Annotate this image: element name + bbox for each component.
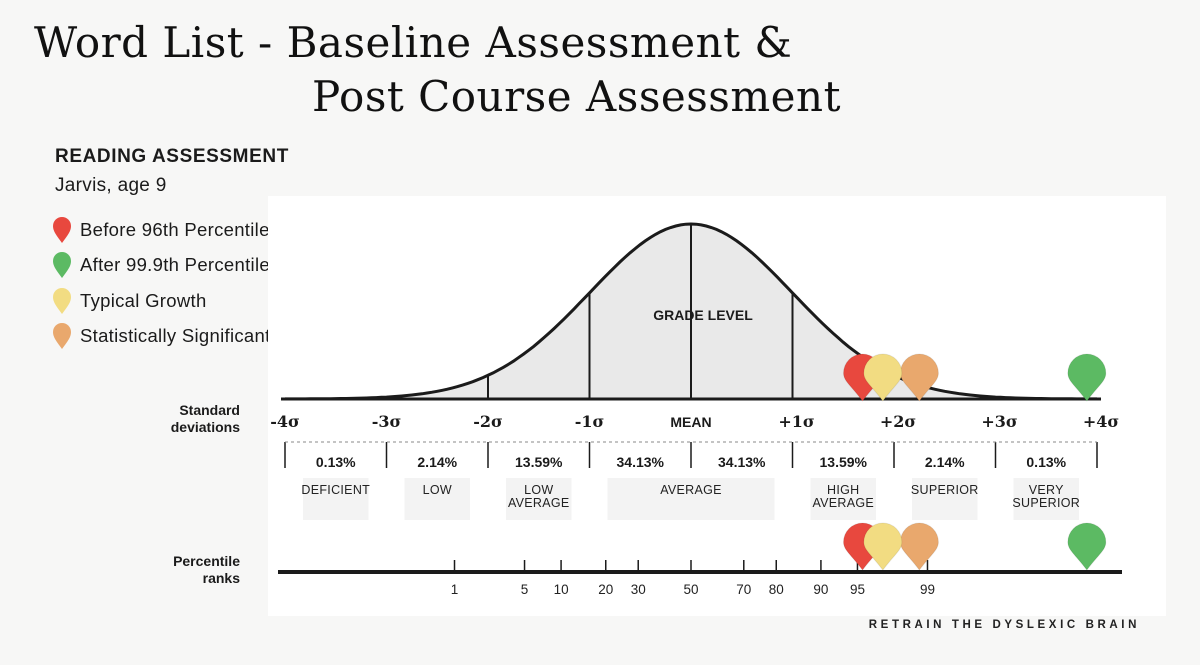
map-pin-icon bbox=[53, 252, 71, 279]
sd-tick-label: -1σ bbox=[575, 412, 605, 431]
map-pin-icon bbox=[53, 216, 71, 243]
category-label: HIGH bbox=[827, 483, 859, 497]
category-box bbox=[912, 478, 978, 520]
title-line-1: Word List - Baseline Assessment & bbox=[34, 18, 793, 67]
brand-footer: RETRAIN THE DYSLEXIC BRAIN bbox=[868, 619, 1140, 631]
legend-item-typical: Typical Growth bbox=[52, 283, 337, 319]
category-box bbox=[506, 478, 572, 520]
sd-tick-label: +2σ bbox=[880, 412, 916, 431]
category-label: AVERAGE bbox=[660, 483, 722, 497]
sd-tick-label: MEAN bbox=[670, 414, 711, 430]
segment-percentage: 0.13% bbox=[1026, 454, 1066, 470]
category-label: SUPERIOR bbox=[911, 483, 979, 497]
percentile-tick-label: 1 bbox=[451, 582, 459, 597]
legend-label: After 99.9th Percentile bbox=[80, 254, 270, 276]
segment-percentage: 13.59% bbox=[515, 454, 563, 470]
category-box bbox=[810, 478, 876, 520]
section-heading: READING ASSESSMENT bbox=[55, 146, 289, 167]
marker-pin-percentile bbox=[863, 522, 903, 571]
marker-pin-curve bbox=[899, 353, 939, 402]
marker-pin-curve bbox=[863, 353, 903, 402]
percentile-tick-label: 5 bbox=[521, 582, 529, 597]
category-box bbox=[1013, 478, 1079, 520]
marker-pin-curve bbox=[1067, 353, 1107, 402]
sd-tick-label: +3σ bbox=[981, 412, 1017, 431]
marker-pin-percentile bbox=[1067, 522, 1107, 571]
category-label: DEFICIENT bbox=[301, 483, 370, 497]
category-label: LOW bbox=[524, 483, 553, 497]
percentile-axis-label-line: ranks bbox=[203, 570, 241, 586]
map-pin-icon bbox=[53, 287, 71, 314]
segment-percentage: 34.13% bbox=[718, 454, 766, 470]
category-label: VERY bbox=[1029, 483, 1064, 497]
category-label: AVERAGE bbox=[812, 496, 874, 510]
sd-tick-label: -2σ bbox=[473, 412, 503, 431]
percentile-tick-label: 90 bbox=[813, 582, 828, 597]
percentile-tick-label: 70 bbox=[736, 582, 751, 597]
curve-label: GRADE LEVEL bbox=[653, 307, 753, 323]
segment-percentage: 2.14% bbox=[417, 454, 457, 470]
sd-axis-label-line: Standard bbox=[179, 402, 240, 418]
legend-label: Before 96th Percentile bbox=[80, 218, 270, 240]
percentile-axis-label: Percentile ranks bbox=[173, 553, 240, 586]
sd-tick-label: -3σ bbox=[372, 412, 402, 431]
category-box bbox=[303, 478, 369, 520]
percentile-tick-label: 50 bbox=[683, 582, 698, 597]
percentile-tick-label: 80 bbox=[769, 582, 784, 597]
title-line-2: Post Course Assessment bbox=[312, 72, 841, 121]
sd-tick-label: +4σ bbox=[1083, 412, 1119, 431]
percentile-tick-label: 30 bbox=[631, 582, 646, 597]
segment-percentage: 2.14% bbox=[925, 454, 965, 470]
percentile-axis-label-line: Percentile bbox=[173, 553, 240, 569]
percentile-tick-label: 95 bbox=[850, 582, 865, 597]
legend-label: Typical Growth bbox=[80, 289, 207, 311]
segment-percentage: 34.13% bbox=[617, 454, 665, 470]
sd-axis-label-line: deviations bbox=[171, 419, 240, 435]
percentile-tick-label: 99 bbox=[920, 582, 935, 597]
category-label: SUPERIOR bbox=[1012, 496, 1080, 510]
category-box bbox=[607, 478, 775, 520]
sd-tick-label: +1σ bbox=[778, 412, 814, 431]
category-box bbox=[404, 478, 470, 520]
percentile-tick-label: 10 bbox=[554, 582, 569, 597]
student-label: Jarvis, age 9 bbox=[55, 175, 167, 196]
sd-tick-label: -4σ bbox=[270, 412, 300, 431]
marker-pin-percentile bbox=[899, 522, 939, 571]
category-label: AVERAGE bbox=[508, 496, 570, 510]
sd-axis-label: Standard deviations bbox=[171, 402, 240, 435]
percentile-tick-label: 20 bbox=[598, 582, 613, 597]
legend-item-before: Before 96th Percentile bbox=[52, 212, 337, 248]
map-pin-icon bbox=[53, 323, 71, 350]
category-label: LOW bbox=[423, 483, 452, 497]
segment-percentage: 0.13% bbox=[316, 454, 356, 470]
legend-item-after: After 99.9th Percentile bbox=[52, 248, 337, 284]
segment-percentage: 13.59% bbox=[820, 454, 868, 470]
